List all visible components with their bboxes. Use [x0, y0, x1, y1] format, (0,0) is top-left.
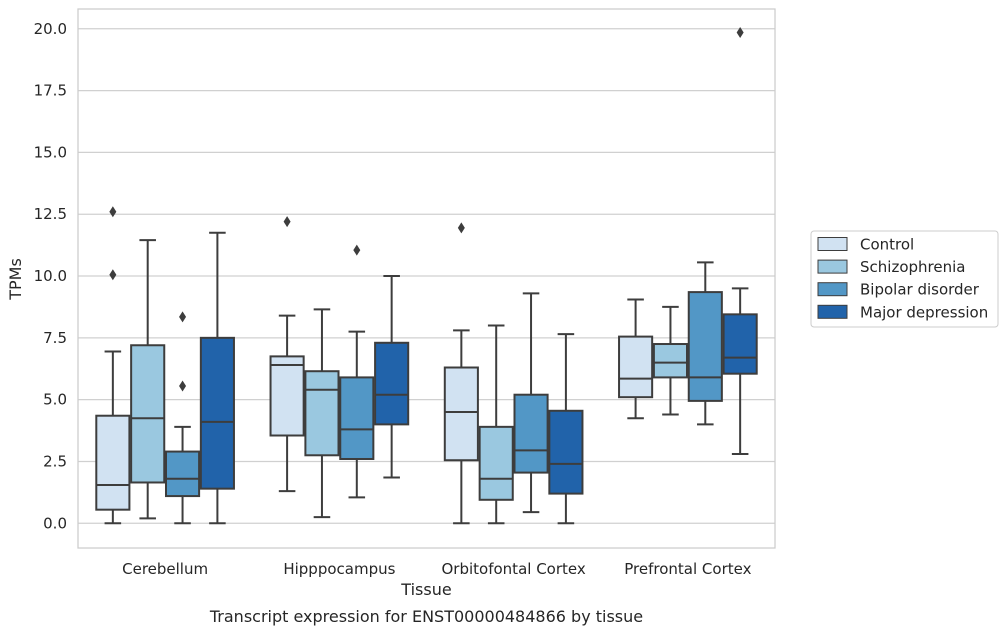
box-2-0: [443, 222, 479, 525]
legend-frame: [810, 230, 999, 328]
legend-label: Control: [860, 236, 914, 254]
y-tick-label: 0.0: [43, 514, 67, 532]
y-axis-label: TPMs: [6, 258, 25, 301]
legend-item: Control: [817, 236, 914, 254]
box-body: [443, 366, 479, 462]
box-1-1: [304, 308, 340, 519]
outlier-marker: [109, 269, 117, 281]
outlier-marker: [457, 222, 465, 234]
box-2-1: [478, 324, 514, 525]
legend-swatch: [817, 304, 848, 319]
y-tick-label: 2.5: [43, 452, 67, 470]
y-tick-labels: 0.0 2.5 5.0 7.5 10.0 12.5 15.0 17.5 20.0: [34, 20, 67, 532]
box-body: [513, 393, 549, 474]
x-tick-label: Cerebellum: [122, 560, 208, 578]
box-body: [687, 291, 723, 402]
box-body: [722, 313, 758, 375]
box-0-3: [199, 231, 235, 525]
y-tick-label: 10.0: [34, 267, 67, 285]
chart-caption: Transcript expression for ENST0000048486…: [209, 607, 643, 626]
box-3-3: [722, 26, 758, 456]
box-body: [130, 344, 166, 484]
x-axis-label: Tissue: [400, 580, 451, 599]
x-tick-labels: Cerebellum Hipppocampus Orbitofontal Corte…: [122, 560, 751, 578]
box-3-1: [652, 305, 689, 416]
legend-swatch: [817, 282, 848, 297]
box-groups: [95, 26, 758, 525]
y-tick-label: 5.0: [43, 391, 67, 409]
box-body: [339, 376, 375, 460]
box-body: [95, 414, 131, 511]
box-body: [304, 370, 340, 457]
y-tick-label: 17.5: [34, 82, 67, 100]
box-body: [652, 343, 689, 379]
box-body: [548, 409, 584, 495]
outlier-marker: [179, 311, 187, 323]
box-1-3: [374, 275, 410, 479]
box-body: [164, 450, 201, 498]
box-2-2: [513, 292, 549, 514]
outlier-marker: [179, 380, 187, 392]
box-body: [199, 336, 235, 490]
box-body: [618, 335, 654, 399]
box-body: [269, 355, 305, 437]
y-tick-label: 15.0: [34, 143, 67, 161]
legend: Control Schizophrenia Bipolar disorder Majo…: [810, 230, 999, 328]
box-0-1: [130, 239, 166, 520]
x-tick-label: Hipppocampus: [283, 560, 395, 578]
legend-item: Bipolar disorder: [817, 281, 980, 299]
outlier-marker: [353, 244, 361, 256]
legend-label: Bipolar disorder: [860, 281, 980, 299]
legend-item: Major depression: [817, 303, 988, 321]
box-1-0: [269, 216, 305, 493]
legend-label: Major depression: [860, 303, 988, 321]
x-tick-label: Orbitofontal Cortex: [442, 560, 586, 578]
outlier-marker: [736, 26, 744, 38]
box-0-0: [95, 206, 131, 525]
outlier-marker: [283, 216, 291, 228]
x-tick-label: Prefrontal Cortex: [624, 560, 751, 578]
box-0-2: [164, 311, 201, 525]
legend-swatch: [817, 259, 848, 274]
box-3-0: [618, 298, 654, 420]
legend-swatch: [817, 237, 848, 251]
plot-frame: [77, 8, 776, 549]
y-tick-label: 7.5: [43, 329, 67, 347]
box-body: [374, 341, 410, 426]
y-tick-label: 20.0: [34, 20, 67, 38]
box-3-2: [687, 261, 723, 426]
outlier-marker: [109, 206, 117, 218]
box-2-3: [548, 333, 584, 525]
box-body: [478, 425, 514, 501]
box-1-2: [339, 244, 375, 499]
y-tick-label: 12.5: [34, 205, 67, 223]
legend-item: Schizophrenia: [817, 258, 965, 276]
legend-label: Schizophrenia: [860, 258, 965, 276]
